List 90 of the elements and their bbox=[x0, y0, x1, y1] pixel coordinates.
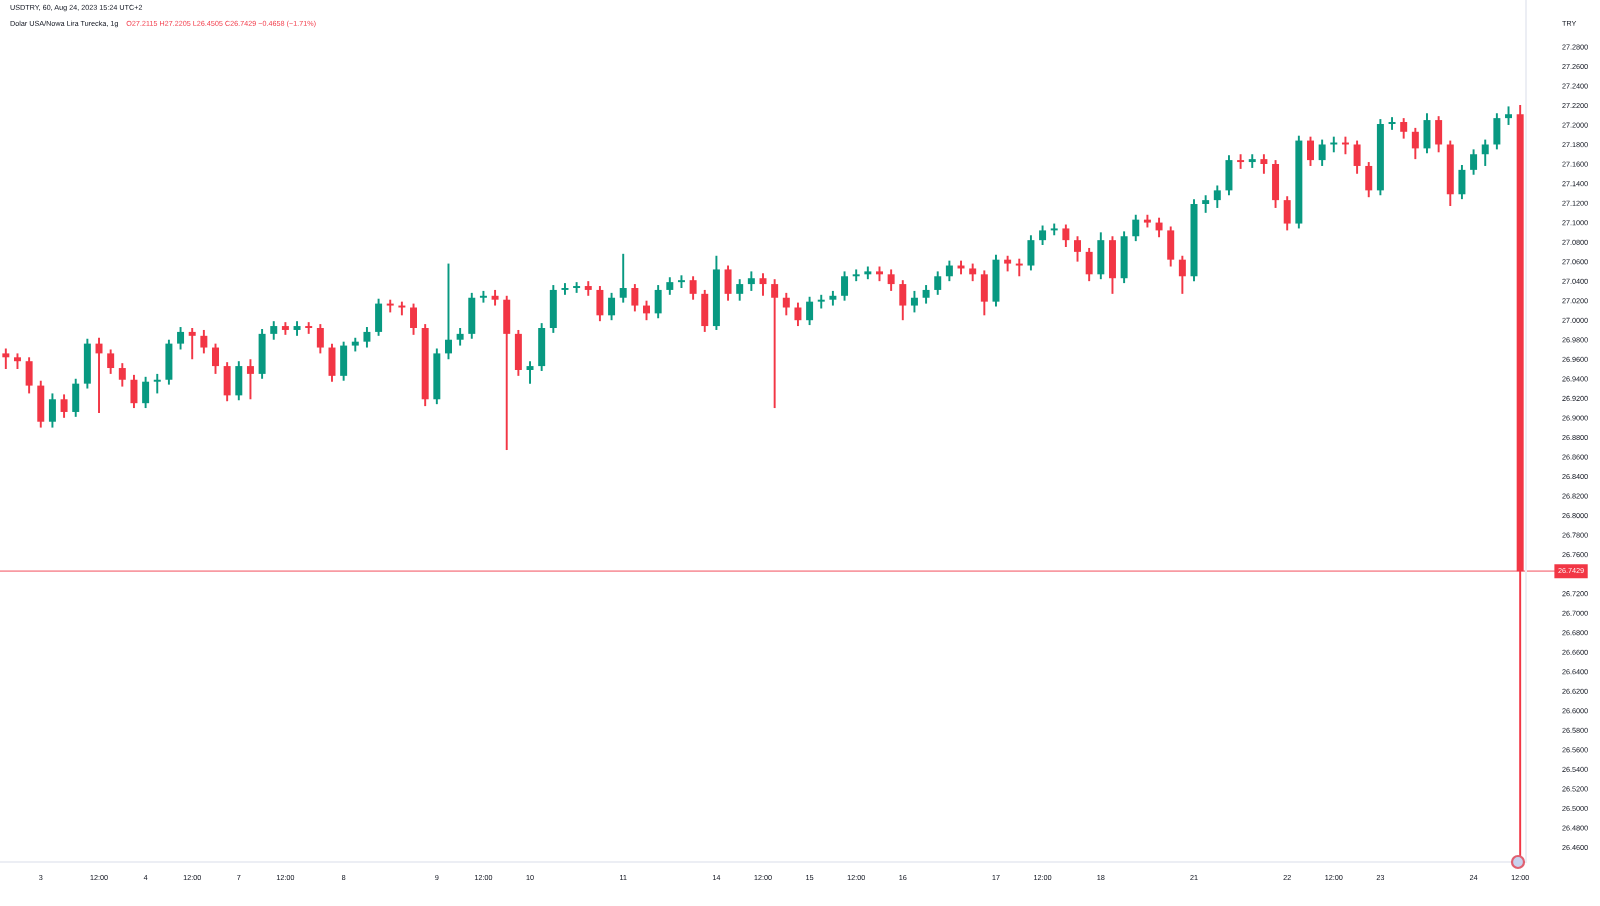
candlestick bbox=[1481, 138, 1489, 167]
candlestick bbox=[25, 356, 33, 395]
candlestick bbox=[246, 358, 254, 401]
candlestick bbox=[945, 259, 953, 283]
candlestick bbox=[433, 347, 441, 406]
candlestick bbox=[1085, 246, 1093, 283]
candlestick bbox=[1470, 148, 1478, 176]
candlestick bbox=[188, 327, 196, 361]
candlestick bbox=[142, 375, 150, 410]
candlestick bbox=[1435, 115, 1443, 154]
candlestick bbox=[1108, 235, 1116, 295]
candlestick bbox=[1225, 154, 1233, 197]
candlestick bbox=[1423, 112, 1431, 155]
candlestick bbox=[107, 348, 115, 375]
candlestick bbox=[841, 270, 849, 302]
candlestick bbox=[1283, 195, 1291, 232]
candlestick bbox=[258, 328, 266, 380]
candlestick bbox=[1062, 223, 1070, 248]
candlestick bbox=[724, 264, 732, 302]
candlestick bbox=[1272, 159, 1280, 209]
candlestick bbox=[363, 326, 371, 349]
candlestick bbox=[1318, 138, 1326, 167]
candlestick bbox=[340, 340, 348, 382]
candlestick bbox=[200, 328, 208, 355]
candlestick bbox=[1213, 184, 1221, 209]
candlestick bbox=[1260, 153, 1268, 175]
candlestick bbox=[83, 337, 91, 390]
candlestick bbox=[654, 284, 662, 320]
candlestick bbox=[794, 301, 802, 328]
candlestick bbox=[689, 275, 697, 301]
candlestick bbox=[468, 291, 476, 340]
candlestick bbox=[1097, 231, 1105, 281]
candlestick bbox=[526, 360, 534, 385]
candlestick bbox=[992, 253, 1000, 308]
candlestick bbox=[910, 289, 918, 314]
candlestick bbox=[72, 377, 80, 418]
candlestick bbox=[2, 347, 10, 370]
candlestick bbox=[375, 297, 383, 337]
candlestick bbox=[235, 360, 243, 402]
candlestick bbox=[1027, 234, 1035, 272]
candlestick bbox=[701, 288, 709, 333]
candlestick bbox=[223, 361, 231, 403]
candlestick bbox=[1237, 153, 1245, 170]
candlestick bbox=[177, 326, 185, 351]
candlestick bbox=[1411, 126, 1419, 161]
candlestick bbox=[444, 262, 452, 361]
candlestick bbox=[1365, 161, 1373, 199]
candlestick bbox=[1353, 139, 1361, 175]
candlestick bbox=[48, 392, 56, 429]
candlestick bbox=[1505, 105, 1513, 126]
candlestick bbox=[1493, 112, 1501, 151]
candlestick bbox=[37, 379, 45, 429]
candlestick bbox=[782, 291, 790, 317]
candlestick bbox=[1400, 117, 1408, 140]
candlestick bbox=[165, 338, 173, 386]
candlestick bbox=[619, 252, 627, 304]
candlestick bbox=[1039, 224, 1047, 246]
candlestick bbox=[736, 278, 744, 302]
candlestick bbox=[608, 291, 616, 322]
candlestick bbox=[1178, 254, 1186, 295]
candlestick bbox=[922, 284, 930, 305]
candlestick bbox=[1307, 135, 1314, 167]
candlestick bbox=[538, 322, 546, 372]
candlestick bbox=[1074, 235, 1082, 263]
candlestick bbox=[899, 279, 907, 322]
candlestick bbox=[1458, 164, 1466, 201]
candlestick bbox=[980, 269, 988, 317]
candlestick bbox=[316, 323, 324, 355]
candlestick bbox=[887, 268, 895, 292]
candlestick bbox=[1132, 213, 1140, 243]
candlestick bbox=[410, 302, 418, 336]
candlestick bbox=[514, 328, 522, 377]
candlestick bbox=[631, 283, 639, 313]
candlestick bbox=[1120, 230, 1128, 285]
candlestick bbox=[806, 295, 814, 327]
candlestick bbox=[60, 393, 68, 419]
candlestick bbox=[270, 320, 278, 341]
candlestick bbox=[153, 372, 161, 395]
candlestick bbox=[1167, 225, 1175, 268]
candlestick bbox=[934, 270, 942, 296]
candlestick bbox=[130, 373, 138, 410]
candlestick bbox=[212, 342, 219, 375]
candlestick bbox=[118, 362, 126, 388]
candlestick bbox=[503, 294, 511, 452]
candlestick bbox=[747, 270, 755, 292]
candlestick bbox=[596, 285, 604, 323]
candlestick bbox=[328, 342, 336, 383]
candlestick bbox=[549, 284, 557, 334]
candlestick bbox=[771, 278, 779, 410]
candlestick bbox=[95, 336, 103, 414]
